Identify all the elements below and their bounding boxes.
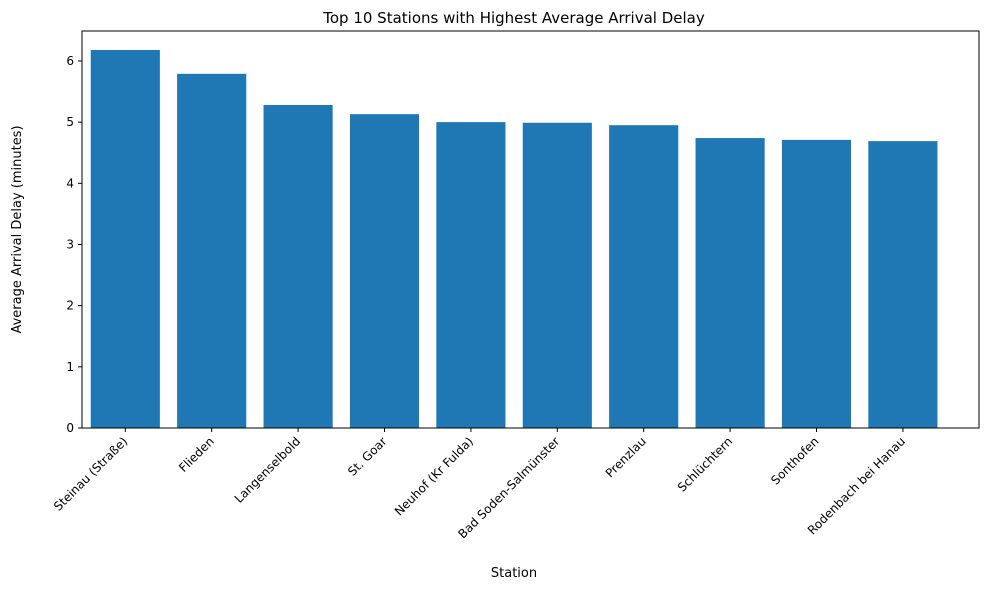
x-axis-label: Station: [491, 566, 537, 581]
bar-7: [609, 125, 679, 428]
x-tick-label-2: Flieden: [176, 434, 217, 475]
x-tick-label-1: Steinau (Straße): [51, 434, 130, 513]
y-tick-label-2: 2: [66, 299, 74, 313]
x-tick-label-6: Bad Soden-Salmünster: [455, 434, 562, 541]
y-tick-label-4: 4: [66, 176, 74, 190]
y-axis: 0 1 2 3 4 5 6: [66, 54, 82, 435]
bar-2: [177, 73, 247, 428]
y-tick-label-5: 5: [66, 115, 74, 129]
bar-5: [436, 122, 506, 428]
y-tick-label-1: 1: [66, 360, 74, 374]
bar-3: [263, 105, 333, 429]
bar-9: [781, 139, 852, 428]
bar-4: [349, 114, 420, 428]
plot-frame: [81, 30, 980, 429]
bar-1: [90, 49, 160, 429]
y-tick-label-0: 0: [66, 421, 74, 435]
x-tick-label-5: Neuhof (Kr Fulda): [392, 434, 476, 518]
bars-group: [90, 49, 938, 429]
bar-6: [522, 122, 592, 428]
x-axis: Steinau (Straße) Flieden Langenselbold St. …: [51, 428, 908, 541]
x-tick-label-8: Schlüchtern: [675, 434, 735, 494]
x-tick-label-7: Prenzlau: [603, 434, 649, 480]
x-tick-label-9: Sonthofen: [768, 434, 821, 487]
chart-title: Top 10 Stations with Highest Average Arr…: [322, 9, 705, 27]
bar-8: [695, 138, 765, 429]
x-tick-label-10: Rodenbach bei Hanau: [805, 434, 908, 537]
y-axis-label: Average Arrival Delay (minutes): [10, 125, 25, 333]
x-tick-label-3: Langenselbold: [232, 434, 304, 506]
y-tick-label-3: 3: [66, 237, 74, 251]
x-tick-label-4: St. Goar: [345, 434, 390, 479]
bar-10: [868, 141, 938, 429]
y-tick-label-6: 6: [66, 54, 74, 68]
